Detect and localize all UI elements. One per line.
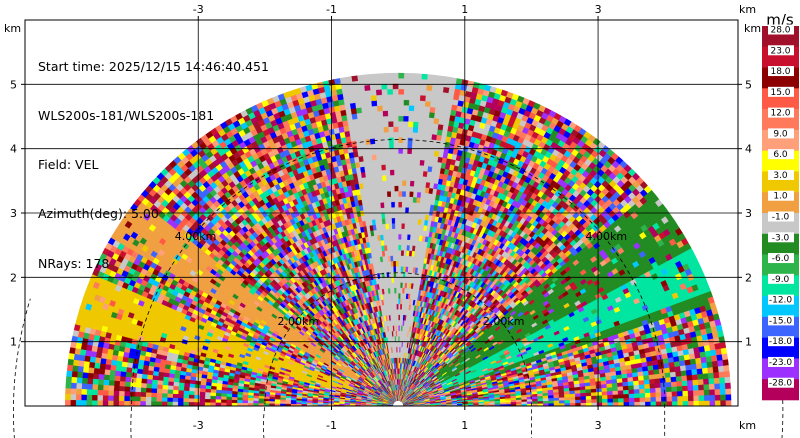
y-tick-label-right: 1: [745, 336, 752, 349]
axis-unit-label: km: [739, 419, 756, 432]
y-tick-label-right: 2: [745, 271, 752, 284]
colorbar-label: 18.0: [770, 67, 790, 77]
colorbar-label-bg: [768, 24, 794, 35]
velocity-field: [64, 72, 732, 407]
colorbar-label: -3.0: [772, 233, 790, 243]
colorbar-label-bg: [768, 211, 794, 222]
colorbar-label: 15.0: [770, 88, 790, 98]
x-tick-label-top: -1: [326, 3, 337, 16]
colorbar-label-bg: [768, 232, 794, 243]
colorbar-label: -15.0: [769, 316, 793, 326]
y-tick-label-right: 5: [745, 78, 752, 91]
colorbar-label-bg: [768, 294, 794, 305]
axis-unit-label: km: [4, 22, 21, 35]
colorbar-label: 28.0: [770, 26, 790, 36]
colorbar-label: -9.0: [772, 275, 790, 285]
colorbar-label-bg: [768, 169, 794, 180]
x-tick-label-bottom: -3: [193, 419, 204, 432]
colorbar-label-bg: [768, 107, 794, 118]
range-ring: [130, 139, 666, 438]
colorbar-label-bg: [768, 128, 794, 139]
azimuth-text: Azimuth(deg): 5.00: [38, 206, 159, 222]
colorbar-label-bg: [768, 315, 794, 326]
colorbar-label-bg: [768, 45, 794, 56]
colorbar-label: -1.0: [772, 213, 790, 223]
colorbar-label: -6.0: [772, 254, 790, 264]
range-ring-label: 2.00km: [483, 315, 525, 328]
instrument-text: WLS200s-181/WLS200s-181: [38, 108, 215, 124]
colorbar-label-bg: [768, 190, 794, 201]
x-tick-label-top: -3: [193, 3, 204, 16]
y-tick-label-left: 3: [10, 207, 17, 220]
colorbar-label: 12.0: [770, 109, 790, 119]
range-ring-label: 4.00km: [586, 230, 628, 243]
range-ring-label: 4.00km: [175, 230, 217, 243]
axis-ticks: -3 -3 -1 -1 1 1 3 3 1 1 2 2 3 3 4 4 5 5: [10, 3, 752, 432]
x-tick-label-top: 3: [595, 3, 602, 16]
colorbar-label: 6.0: [773, 150, 788, 160]
x-tick-label-bottom: 1: [461, 419, 468, 432]
start-time-text: Start time: 2025/12/15 14:46:40.451: [38, 58, 269, 74]
axis-unit-label: km: [739, 3, 756, 16]
colorbar-label: -12.0: [769, 296, 793, 306]
colorbar-label-bg: [768, 253, 794, 264]
field-text: Field: VEL: [38, 157, 99, 173]
colorbar-label: 9.0: [773, 129, 788, 139]
y-tick-label-right: 3: [745, 207, 752, 220]
colorbar-label: 3.0: [773, 171, 788, 181]
colorbar-label: 23.0: [770, 46, 790, 56]
colorbar-label-bg: [768, 377, 794, 388]
y-tick-label-right: 4: [745, 143, 752, 156]
nrays-text: NRays: 178: [38, 255, 110, 271]
colorbar-label-bg: [768, 336, 794, 347]
colorbar-label-bg: [768, 86, 794, 97]
colorbar-label: -23.0: [769, 358, 793, 368]
grid: [25, 20, 738, 406]
axis-unit-label: km: [744, 22, 761, 35]
colorbar-label-bg: [768, 273, 794, 284]
colorbar-label-bg: [768, 356, 794, 367]
y-tick-label-left: 5: [10, 78, 17, 91]
range-ring-outer: [13, 298, 31, 438]
y-tick-label-left: 2: [10, 271, 17, 284]
colorbar-label: -28.0: [769, 379, 793, 389]
y-tick-label-left: 4: [10, 143, 17, 156]
x-tick-label-top: 1: [461, 3, 468, 16]
x-tick-label-bottom: 3: [595, 419, 602, 432]
colorbar-label: -18.0: [769, 337, 793, 347]
colorbar-label-bg: [768, 66, 794, 77]
y-tick-label-left: 1: [10, 336, 17, 349]
range-ring-label: 2.00km: [277, 315, 319, 328]
x-tick-label-bottom: -1: [326, 419, 337, 432]
range-ring: [263, 272, 532, 438]
colorbar-label-bg: [768, 149, 794, 160]
info-block: Start time: 2025/12/15 14:46:40.451 WLS2…: [38, 26, 269, 288]
colorbar-label: 1.0: [773, 192, 788, 202]
